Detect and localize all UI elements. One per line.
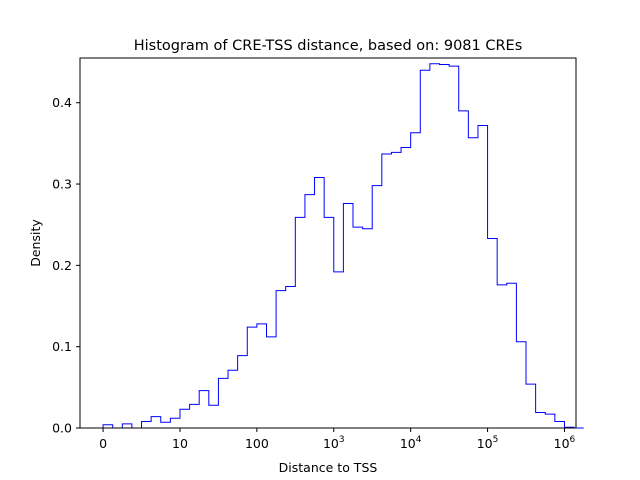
x-tick-label-2: 100 <box>245 436 269 451</box>
x-tick-label-3: 103 <box>323 435 345 451</box>
x-tick-label-6: 106 <box>554 435 576 451</box>
y-tick-label-2: 0.2 <box>52 258 72 273</box>
x-axis-label: Distance to TSS <box>279 460 378 475</box>
x-tick-label-0: 0 <box>99 436 107 451</box>
chart-title: Histogram of CRE-TSS distance, based on:… <box>134 38 523 54</box>
y-tick-label-0: 0.0 <box>52 421 72 436</box>
y-tick-label-4: 0.4 <box>52 95 72 110</box>
y-tick-label-1: 0.1 <box>52 339 72 354</box>
x-tick-label-4: 104 <box>400 435 422 451</box>
y-axis-label: Density <box>28 219 43 267</box>
histogram-series-0-line <box>102 63 584 429</box>
x-tick-label-5: 105 <box>477 435 499 451</box>
x-axis: 0 10 100 103 104 105 106 <box>99 428 576 451</box>
y-tick-label-3: 0.3 <box>52 177 72 192</box>
x-tick-label-1: 10 <box>172 436 188 451</box>
plot-area <box>102 63 584 429</box>
axes-frame <box>79 57 577 429</box>
y-axis: 0.0 0.1 0.2 0.3 0.4 <box>52 95 80 436</box>
